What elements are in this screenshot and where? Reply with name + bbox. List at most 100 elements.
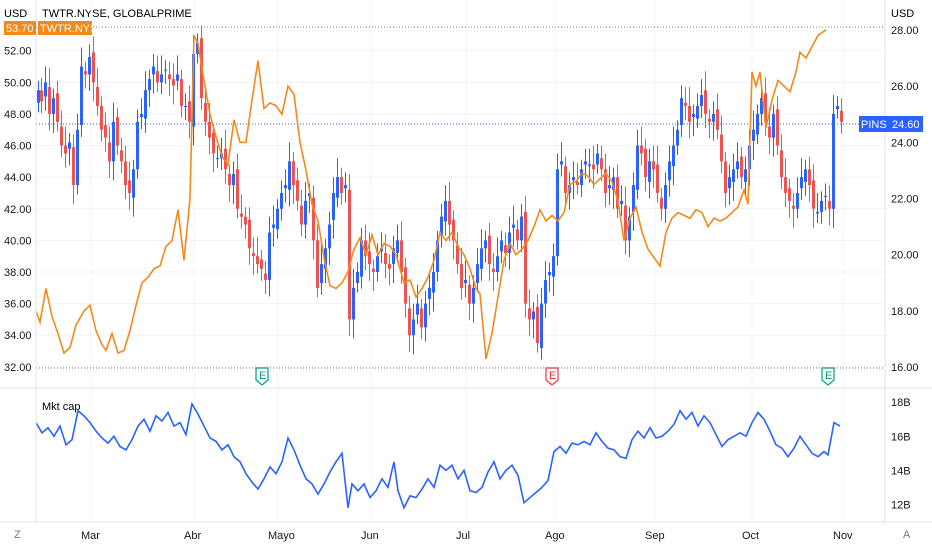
mktcap-pane[interactable] xyxy=(35,401,841,510)
candle-body xyxy=(728,177,731,189)
candle-body xyxy=(464,279,467,284)
candle-body xyxy=(632,185,635,212)
candle-body xyxy=(796,192,799,209)
right-axis-tick: 24.00 xyxy=(891,137,919,149)
candle-body xyxy=(216,158,219,160)
candle-body xyxy=(668,161,671,181)
candle-body xyxy=(148,79,151,91)
price-pane[interactable] xyxy=(35,25,843,360)
left-axis-tick: 46.00 xyxy=(4,141,32,153)
candle-body xyxy=(620,200,623,205)
x-axis-tick: Mar xyxy=(81,530,100,542)
candle-body xyxy=(276,208,279,230)
candle-body xyxy=(240,213,243,217)
candle-body xyxy=(152,66,155,75)
candle-body xyxy=(364,240,367,257)
candle-body xyxy=(828,200,831,209)
candle-body xyxy=(692,113,695,118)
candle-body xyxy=(780,150,783,178)
candle-body xyxy=(192,53,195,127)
candle-body xyxy=(812,180,815,209)
left-axis-tick: 52.00 xyxy=(4,46,32,58)
candle-body xyxy=(376,256,379,272)
candle-body xyxy=(840,110,843,122)
pins-symbol-tag xyxy=(859,116,889,132)
candle-body xyxy=(272,224,275,228)
candle-body xyxy=(516,229,519,241)
svg-text:E: E xyxy=(549,370,556,382)
candle-body xyxy=(88,57,91,75)
zoom-button[interactable]: Z xyxy=(14,529,21,541)
candle-body xyxy=(188,101,191,122)
left-axis-currency: USD xyxy=(4,8,27,20)
mktcap-axis-tick: 16B xyxy=(891,431,911,443)
candle-body xyxy=(548,272,551,276)
candle-body xyxy=(564,166,567,193)
candle-body xyxy=(820,200,823,212)
candle-body xyxy=(604,169,607,193)
candle-body xyxy=(540,303,543,348)
event-marker-earnings-2[interactable]: E xyxy=(545,367,559,386)
candle-body xyxy=(676,129,679,146)
candle-body xyxy=(236,169,239,209)
candle-body xyxy=(556,169,559,257)
candle-body xyxy=(208,121,211,138)
candle-body xyxy=(336,177,339,198)
candle-body xyxy=(108,142,111,162)
compare-symbol-tag[interactable] xyxy=(38,21,92,35)
candle-body xyxy=(52,98,55,114)
candle-body xyxy=(252,253,255,257)
candle-body xyxy=(532,311,535,320)
candle-body xyxy=(640,145,643,154)
candle-body xyxy=(400,240,403,272)
candle-body xyxy=(764,93,767,122)
candle-body xyxy=(312,197,315,241)
candle-body xyxy=(744,169,747,182)
candle-body xyxy=(60,126,63,146)
candle-body xyxy=(128,180,131,193)
candle-body xyxy=(172,79,175,86)
mktcap-series-line xyxy=(35,401,841,510)
candle-body xyxy=(664,185,667,209)
candle-body xyxy=(140,113,143,118)
candle-body xyxy=(224,148,227,170)
candle-body xyxy=(264,273,267,280)
auto-scale-button[interactable]: A xyxy=(903,529,911,541)
mktcap-axis-tick: 18B xyxy=(891,397,911,409)
candle-body xyxy=(776,109,779,146)
mktcap-axis-tick: 14B xyxy=(891,465,911,477)
candle-body xyxy=(504,245,507,254)
candle-body xyxy=(204,102,207,122)
x-axis-tick: Oct xyxy=(742,530,759,542)
left-axis-tick: 50.00 xyxy=(4,77,32,89)
candle-body xyxy=(624,205,627,241)
candle-body xyxy=(348,189,351,320)
candle-body xyxy=(352,287,355,320)
candle-body xyxy=(456,245,459,265)
right-axis-tick: 26.00 xyxy=(891,81,919,93)
candle-body xyxy=(76,129,79,186)
candle-body xyxy=(596,153,599,165)
pins-symbol-text: PINS xyxy=(861,119,887,131)
candle-body xyxy=(104,125,107,138)
candle-body xyxy=(212,132,215,154)
candle-body xyxy=(512,224,515,228)
right-axis-tick: 20.00 xyxy=(891,250,919,262)
candle-body xyxy=(256,256,259,265)
candle-body xyxy=(164,69,167,71)
symbol-title[interactable]: TWTR.NYSE, GLOBALPRIME xyxy=(42,8,192,20)
candle-body xyxy=(416,303,419,315)
x-axis-tick: Mayo xyxy=(268,530,295,542)
candle-body xyxy=(492,268,495,272)
candle-body xyxy=(472,287,475,304)
candle-body xyxy=(612,177,615,190)
candle-body xyxy=(324,248,327,269)
candle-body xyxy=(592,164,595,170)
candle-body xyxy=(180,79,183,107)
candle-body xyxy=(740,156,743,178)
candle-body xyxy=(288,161,291,190)
event-marker-earnings-3[interactable]: E xyxy=(821,367,835,386)
event-marker-earnings-1[interactable]: E xyxy=(255,367,269,386)
candle-body xyxy=(396,240,399,254)
candle-body xyxy=(708,118,711,122)
